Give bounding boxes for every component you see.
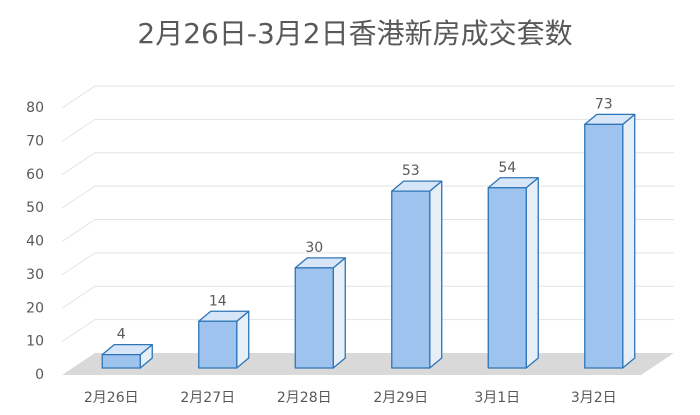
grid-line [61,152,674,176]
grid-line [61,252,674,276]
bar [391,180,443,369]
grid-line [61,285,674,309]
data-label: 53 [402,163,420,179]
grid-line [61,118,674,142]
x-tick-label: 2月27日 [180,390,235,406]
data-label: 4 [117,327,126,343]
chart-title: 2月26日-3月2日香港新房成交套数 [137,17,572,50]
bar-side [429,180,443,369]
y-tick-label: 50 [26,200,44,216]
bar-front [391,190,431,369]
grid-line [61,85,674,109]
x-tick-label: 2月26日 [84,390,139,406]
bar-front [294,267,334,369]
y-tick-label: 80 [26,100,44,116]
data-label: 54 [498,160,516,176]
bar [101,343,153,369]
grid-line [61,219,674,242]
bar [198,310,250,369]
bar-side [622,113,636,369]
y-tick-label: 40 [26,234,44,250]
y-tick-label: 30 [26,267,44,283]
bar-front [487,187,527,369]
data-label: 73 [595,96,613,112]
y-tick-label: 60 [26,167,44,183]
floor [62,353,674,375]
x-tick-label: 3月2日 [571,390,617,406]
bar-front [584,123,624,369]
y-tick-label: 70 [26,133,44,149]
data-label: 14 [209,293,227,309]
bar [487,177,539,369]
x-tick-label: 3月1日 [474,390,520,406]
grid-line [61,319,674,343]
data-label: 30 [305,240,323,256]
bar-front [101,353,141,369]
x-tick-label: 2月29日 [373,390,428,406]
bar-side [525,177,539,369]
y-tick-label: 0 [35,367,44,383]
grid-line [61,185,674,209]
bar [294,257,346,369]
y-tick-label: 20 [26,300,44,316]
y-tick-label: 10 [26,334,44,350]
bar [584,113,636,369]
bar-side [332,257,346,369]
bar-front [198,320,238,369]
x-tick-label: 2月28日 [277,390,332,406]
